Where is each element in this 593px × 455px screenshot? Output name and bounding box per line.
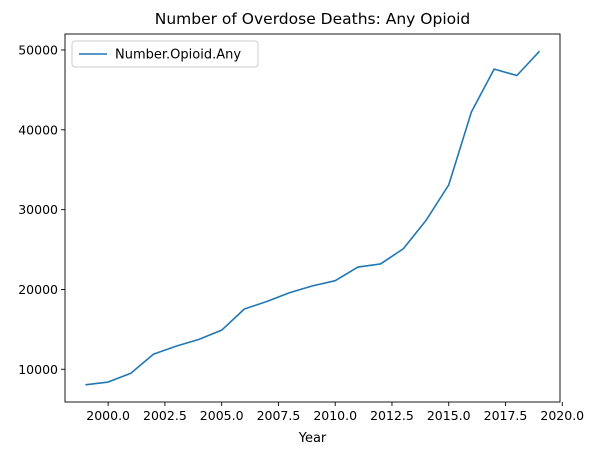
series-line	[85, 50, 541, 386]
y-tick-label: 20000	[18, 282, 58, 297]
legend: Number.Opioid.Any	[71, 40, 259, 68]
x-tick-label: 2020.0	[540, 408, 584, 423]
legend-label: Number.Opioid.Any	[115, 48, 241, 63]
x-tick-label: 2007.5	[257, 408, 301, 423]
y-tick-label: 50000	[18, 42, 58, 57]
y-tick-label: 40000	[18, 122, 58, 137]
x-tick-label: 2017.5	[484, 408, 528, 423]
plot-frame	[64, 33, 561, 403]
chart-title: Number of Overdose Deaths: Any Opioid	[155, 10, 471, 28]
x-tick-label: 2015.0	[427, 408, 471, 423]
x-axis-ticks: 2000.0 2002.5 2005.0 2007.5 2010.0 2012.5 2015…	[86, 402, 584, 423]
y-axis-ticks: 10000 20000 30000 40000 50000	[18, 42, 65, 377]
x-axis-title: Year	[298, 431, 327, 446]
legend-box	[71, 40, 259, 68]
y-tick-label: 10000	[18, 362, 58, 377]
y-tick-label: 30000	[18, 202, 58, 217]
x-tick-label: 2000.0	[86, 408, 130, 423]
x-tick-label: 2012.5	[370, 408, 414, 423]
x-tick-label: 2002.5	[143, 408, 187, 423]
plot-series	[85, 50, 541, 386]
x-tick-label: 2010.0	[313, 408, 357, 423]
x-tick-label: 2005.0	[200, 408, 244, 423]
